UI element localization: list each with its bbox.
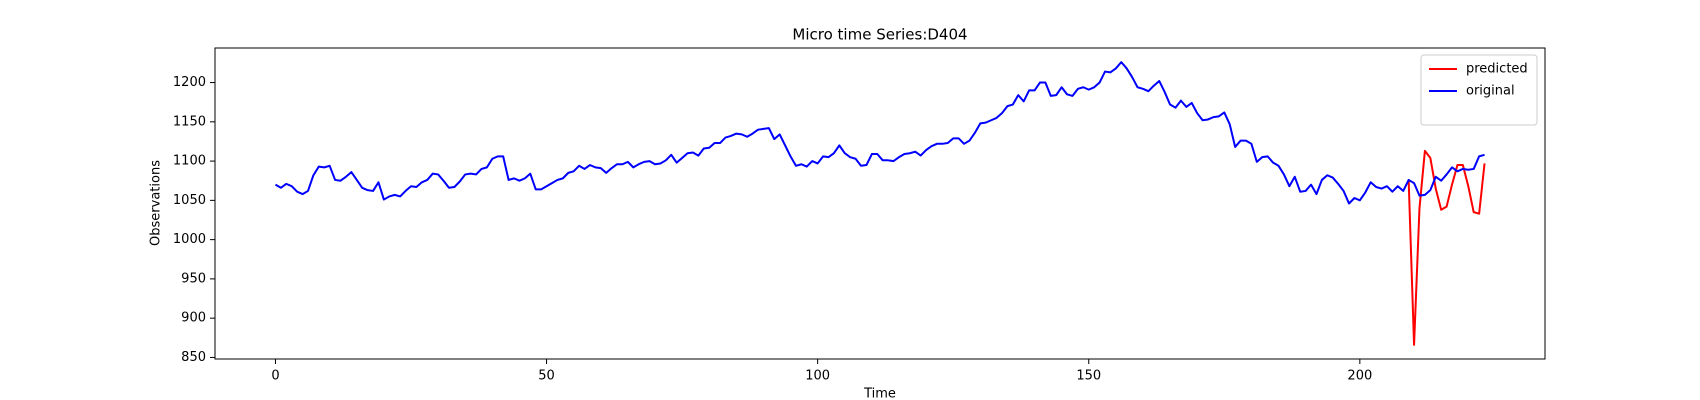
chart-title: Micro time Series:D404: [792, 26, 967, 44]
series-line: [274, 61, 1485, 205]
x-axis-label: Time: [863, 387, 896, 400]
y-tick-label: 900: [181, 311, 206, 326]
legend-box: [1420, 54, 1538, 126]
series-line: [1407, 149, 1486, 346]
y-tick-label: 1000: [173, 232, 206, 247]
y-tick-label: 1150: [173, 114, 206, 129]
y-tick-label: 1050: [173, 193, 206, 208]
y-tick-label: 1100: [173, 154, 206, 169]
x-tick-label: 100: [805, 369, 830, 384]
plot-frame: [214, 47, 1546, 360]
y-tick-label: 850: [181, 350, 206, 365]
y-tick-label: 950: [181, 271, 206, 286]
legend-label: original: [1466, 84, 1515, 99]
y-axis-label: Observations: [149, 160, 164, 246]
legend: predicted original: [1420, 54, 1538, 126]
x-tick-label: 50: [538, 369, 555, 384]
x-tick-label: 200: [1347, 369, 1372, 384]
y-tick-label: 1200: [173, 75, 206, 90]
legend-label: predicted: [1466, 62, 1528, 77]
x-tick-label: 0: [271, 369, 279, 384]
x-tick-label: 150: [1076, 369, 1101, 384]
